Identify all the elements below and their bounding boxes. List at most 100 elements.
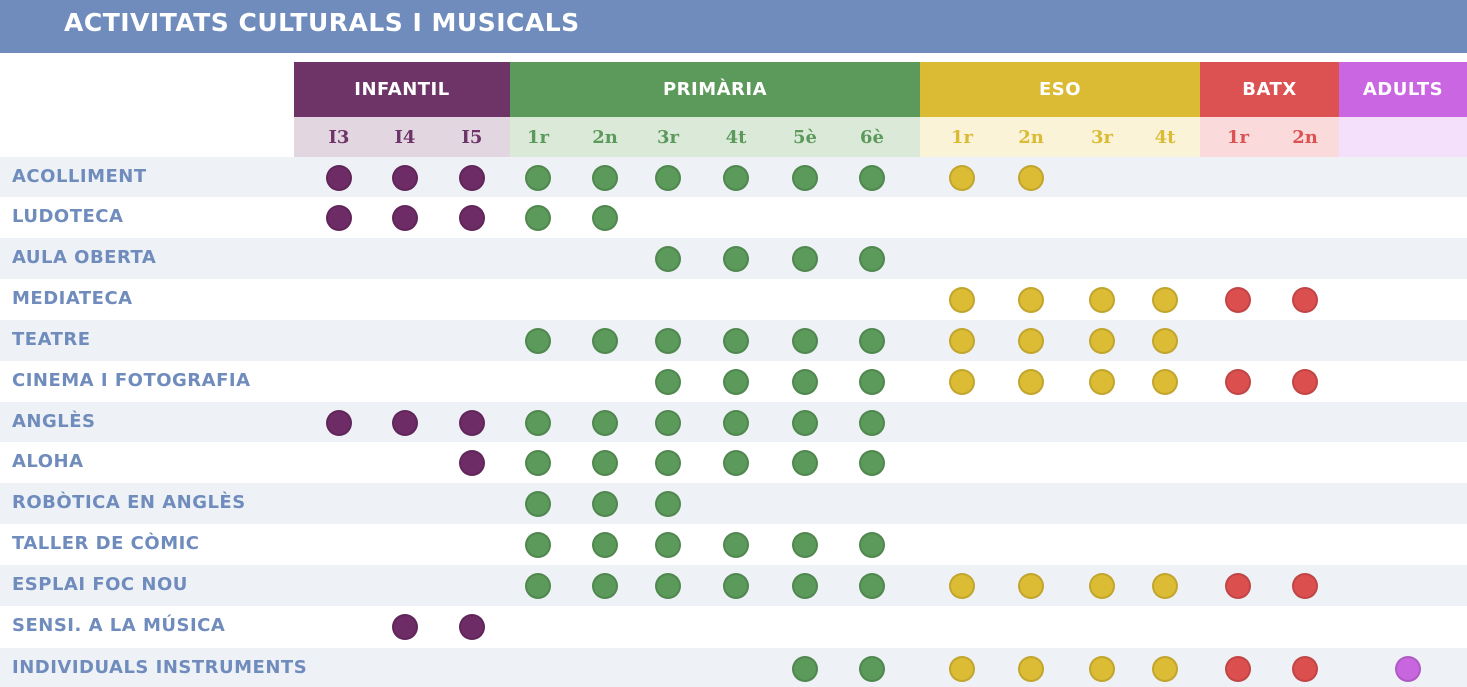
group-header-batx: BATX — [1200, 62, 1339, 117]
availability-dot — [1089, 369, 1115, 395]
availability-dot — [1018, 165, 1044, 191]
activity-label: TALLER DE CÒMIC — [12, 533, 200, 554]
availability-dot — [1089, 287, 1115, 313]
availability-dot — [792, 369, 818, 395]
availability-dot — [655, 573, 681, 599]
availability-dot — [1018, 328, 1044, 354]
availability-dot — [1292, 573, 1318, 599]
availability-dot — [326, 410, 352, 436]
subheader-band — [510, 117, 920, 157]
availability-dot — [859, 532, 885, 558]
availability-dot — [1152, 328, 1178, 354]
column-label: I4 — [394, 126, 416, 148]
column-label: 1r — [1226, 126, 1249, 148]
availability-dot — [525, 410, 551, 436]
availability-dot — [592, 328, 618, 354]
availability-dot — [1225, 573, 1251, 599]
activity-label: ALOHA — [12, 451, 84, 472]
activity-label: SENSI. A LA MÚSICA — [12, 615, 226, 636]
availability-dot — [525, 573, 551, 599]
activity-label: CINEMA I FOTOGRAFIA — [12, 370, 251, 391]
availability-dot — [949, 369, 975, 395]
availability-dot — [592, 532, 618, 558]
group-header-adults: ADULTS — [1339, 62, 1467, 117]
availability-dot — [326, 165, 352, 191]
availability-dot — [1292, 287, 1318, 313]
availability-dot — [1152, 369, 1178, 395]
availability-dot — [723, 165, 749, 191]
availability-dot — [525, 328, 551, 354]
page-title: ACTIVITATS CULTURALS I MUSICALS — [64, 8, 580, 37]
availability-dot — [792, 165, 818, 191]
group-header-primria: PRIMÀRIA — [510, 62, 920, 117]
subheader-band — [920, 117, 1200, 157]
availability-dot — [655, 450, 681, 476]
availability-dot — [723, 573, 749, 599]
availability-dot — [1292, 656, 1318, 682]
activity-label: AULA OBERTA — [12, 247, 157, 268]
availability-dot — [459, 205, 485, 231]
column-label: 1r — [526, 126, 549, 148]
column-label: I5 — [461, 126, 483, 148]
availability-dot — [655, 369, 681, 395]
availability-dot — [1089, 573, 1115, 599]
availability-dot — [723, 369, 749, 395]
availability-dot — [655, 532, 681, 558]
availability-dot — [859, 410, 885, 436]
availability-dot — [655, 328, 681, 354]
availability-dot — [525, 491, 551, 517]
availability-dot — [1292, 369, 1318, 395]
availability-dot — [859, 656, 885, 682]
group-header-infantil: INFANTIL — [294, 62, 510, 117]
column-label: 4t — [1154, 126, 1176, 148]
availability-dot — [592, 205, 618, 231]
availability-dot — [392, 205, 418, 231]
availability-dot — [1152, 573, 1178, 599]
availability-dot — [792, 573, 818, 599]
column-label: I3 — [328, 126, 350, 148]
availability-dot — [1152, 656, 1178, 682]
availability-dot — [592, 410, 618, 436]
availability-dot — [859, 165, 885, 191]
column-label: 2n — [1292, 126, 1318, 148]
availability-dot — [592, 491, 618, 517]
availability-dot — [1018, 369, 1044, 395]
availability-dot — [792, 328, 818, 354]
availability-dot — [1089, 656, 1115, 682]
availability-dot — [949, 656, 975, 682]
availability-dot — [459, 450, 485, 476]
availability-dot — [525, 205, 551, 231]
availability-dot — [1018, 573, 1044, 599]
row-background — [0, 606, 1467, 647]
availability-dot — [592, 165, 618, 191]
column-label: 1r — [950, 126, 973, 148]
availability-dot — [1089, 328, 1115, 354]
availability-dot — [949, 573, 975, 599]
availability-dot — [1225, 369, 1251, 395]
activity-label: INDIVIDUALS INSTRUMENTS — [12, 657, 308, 678]
row-background — [0, 279, 1467, 320]
availability-dot — [655, 246, 681, 272]
title-banner: ACTIVITATS CULTURALS I MUSICALS — [0, 0, 1467, 53]
row-background — [0, 483, 1467, 524]
column-label: 2n — [1018, 126, 1044, 148]
column-label: 2n — [592, 126, 618, 148]
availability-dot — [723, 246, 749, 272]
availability-dot — [792, 532, 818, 558]
availability-dot — [792, 246, 818, 272]
column-label: 5è — [793, 126, 817, 148]
availability-dot — [592, 573, 618, 599]
availability-dot — [326, 205, 352, 231]
availability-dot — [525, 532, 551, 558]
availability-dot — [1152, 287, 1178, 313]
availability-dot — [949, 287, 975, 313]
availability-dot — [723, 450, 749, 476]
availability-dot — [655, 410, 681, 436]
activity-label: LUDOTECA — [12, 206, 124, 227]
availability-dot — [459, 614, 485, 640]
availability-dot — [1225, 287, 1251, 313]
availability-dot — [792, 450, 818, 476]
availability-dot — [859, 328, 885, 354]
column-label: 3r — [656, 126, 679, 148]
availability-dot — [859, 450, 885, 476]
